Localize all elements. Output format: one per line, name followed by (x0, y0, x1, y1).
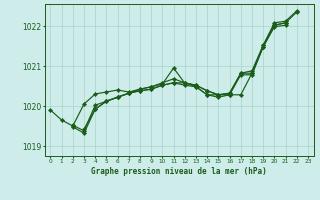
X-axis label: Graphe pression niveau de la mer (hPa): Graphe pression niveau de la mer (hPa) (91, 167, 267, 176)
